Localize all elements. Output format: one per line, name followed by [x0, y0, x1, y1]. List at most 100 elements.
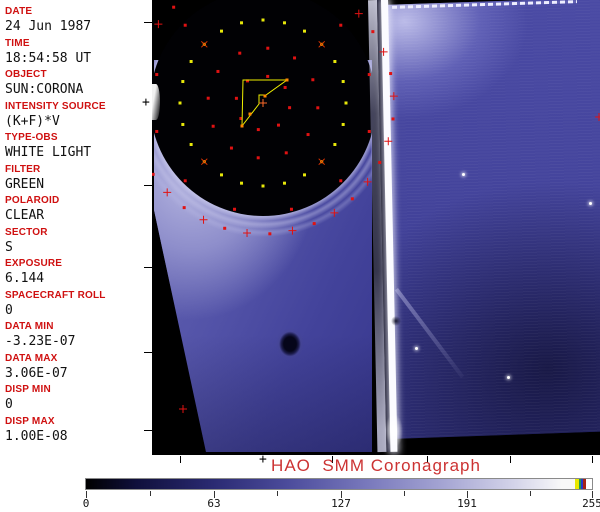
- fiducial-dot: [182, 206, 186, 210]
- field-label: TIME: [5, 37, 30, 49]
- colorbar-major-tick: [341, 491, 342, 498]
- fiducial-dot: [282, 181, 286, 185]
- field-value: -3.23E-07: [5, 334, 76, 349]
- fiducial-dot: [263, 94, 267, 98]
- fiducial-dot: [266, 74, 270, 78]
- fiducial-dot: [367, 129, 371, 133]
- fiducial-dot: [289, 207, 293, 211]
- fiducial-dot: [246, 79, 250, 83]
- field-label: POLAROID: [5, 195, 60, 206]
- colorbar-major-tick: [86, 491, 87, 498]
- metadata-field: DATE 24 Jun 1987: [0, 6, 152, 38]
- colorbar-minor-tick: [404, 491, 405, 496]
- fiducial-dot: [293, 56, 297, 60]
- fiducial-dot: [248, 112, 252, 116]
- fiducial-dot: [303, 29, 306, 33]
- axis-tick: [592, 456, 593, 463]
- colorbar-tick-label: 127: [331, 497, 351, 510]
- fiducial-dot: [152, 172, 155, 176]
- fiducial-plus: [330, 208, 339, 217]
- metadata-field: OBJECT SUN:CORONA: [0, 69, 152, 101]
- colorbar-minor-tick: [277, 491, 278, 496]
- field-value: 1.00E-08: [5, 428, 68, 444]
- fiducial-dot: [234, 96, 238, 100]
- field-label: SPACECRAFT ROLL: [5, 289, 106, 301]
- fiducial-dot: [389, 72, 393, 76]
- field-value: 0: [5, 302, 13, 318]
- metadata-field: POLAROID CLEAR: [0, 195, 152, 227]
- axis-tick: [144, 267, 152, 268]
- field-value: WHITE LIGHT: [5, 145, 92, 160]
- field-label: SECTOR: [5, 226, 48, 238]
- field-label: DATE: [5, 6, 33, 17]
- fiducial-x: [318, 158, 326, 166]
- fiducial-dot: [239, 116, 243, 120]
- fiducial-dot: [371, 30, 375, 34]
- field-value: 3.06E-07: [5, 365, 68, 381]
- fiducial-plus: [288, 226, 297, 235]
- fiducial-dot: [311, 78, 315, 82]
- small-dark-artifact: [391, 316, 401, 326]
- fiducial-dot: [189, 60, 193, 63]
- fiducial-plus: [354, 9, 363, 18]
- fiducial-plus: [259, 99, 267, 107]
- field-value: 24 Jun 1987: [5, 19, 92, 34]
- fiducial-dot: [211, 124, 215, 128]
- fiducial-dot: [261, 18, 265, 22]
- fiducial-dot: [282, 21, 286, 25]
- fiducial-dot: [316, 106, 320, 110]
- fiducial-dot: [312, 222, 316, 226]
- star-dot: [415, 347, 418, 350]
- fiducial-dot: [367, 73, 371, 77]
- field-label: DATA MAX: [5, 352, 58, 364]
- coronagraph-image: [152, 0, 600, 455]
- fiducial-dot: [256, 128, 260, 132]
- colorbar-tick-label: 255: [582, 497, 600, 510]
- axis-tick: [144, 185, 152, 186]
- metadata-field: SPACECRAFT ROLL 0: [0, 290, 152, 322]
- field-value: (K+F)*V: [5, 113, 60, 129]
- star-dot: [507, 376, 510, 379]
- colorbar-tick-label: 0: [82, 497, 90, 510]
- fiducial-dot: [288, 106, 292, 110]
- field-value: GREEN: [5, 176, 45, 192]
- fiducial-dot: [344, 101, 348, 105]
- fov-left-edge-glint: [152, 84, 160, 120]
- image-title: HAO SMM Coronagraph: [271, 456, 481, 475]
- fiducial-plus: [595, 113, 600, 121]
- field-label: INTENSITY SOURCE: [5, 100, 106, 112]
- fiducial-plus: [379, 47, 388, 56]
- metadata-field: TIME 18:54:58 UT: [0, 38, 152, 70]
- fiducial-plus: [163, 188, 172, 197]
- metadata-field: FILTER GREEN: [0, 164, 152, 196]
- axis-tick: [180, 456, 181, 463]
- fiducial-x: [200, 40, 208, 48]
- fiducial-plus: [179, 405, 187, 413]
- fiducial-dot: [350, 197, 354, 201]
- metadata-field: DISP MIN 0: [0, 384, 152, 416]
- fiducial-dot: [284, 151, 288, 155]
- fiducial-dot: [268, 232, 272, 236]
- metadata-field: DISP MAX 1.00E-08: [0, 416, 152, 448]
- fiducial-dot: [233, 207, 237, 211]
- fiducial-dot: [333, 60, 337, 63]
- fiducial-dot: [256, 156, 260, 160]
- fiducial-dot: [240, 124, 244, 128]
- fiducial-dot: [339, 179, 343, 183]
- fiducial-marker-layer: [152, 5, 600, 413]
- metadata-field: TYPE-OBS WHITE LIGHT: [0, 132, 152, 164]
- fiducial-plus: [243, 229, 252, 238]
- metadata-field: INTENSITY SOURCE (K+F)*V: [0, 101, 152, 133]
- colorbar-tick-label: 191: [457, 497, 477, 510]
- field-label: OBJECT: [5, 69, 47, 80]
- metadata-field: DATA MAX 3.06E-07: [0, 353, 152, 385]
- fiducial-dot: [220, 29, 223, 33]
- axis-tick: [427, 456, 428, 463]
- fiducial-dot: [220, 173, 223, 177]
- fiducial-dot: [181, 80, 185, 84]
- field-label: DISP MAX: [5, 415, 55, 427]
- star-dot: [462, 173, 465, 176]
- axis-tick: [144, 352, 152, 353]
- fiducial-dot: [229, 146, 233, 150]
